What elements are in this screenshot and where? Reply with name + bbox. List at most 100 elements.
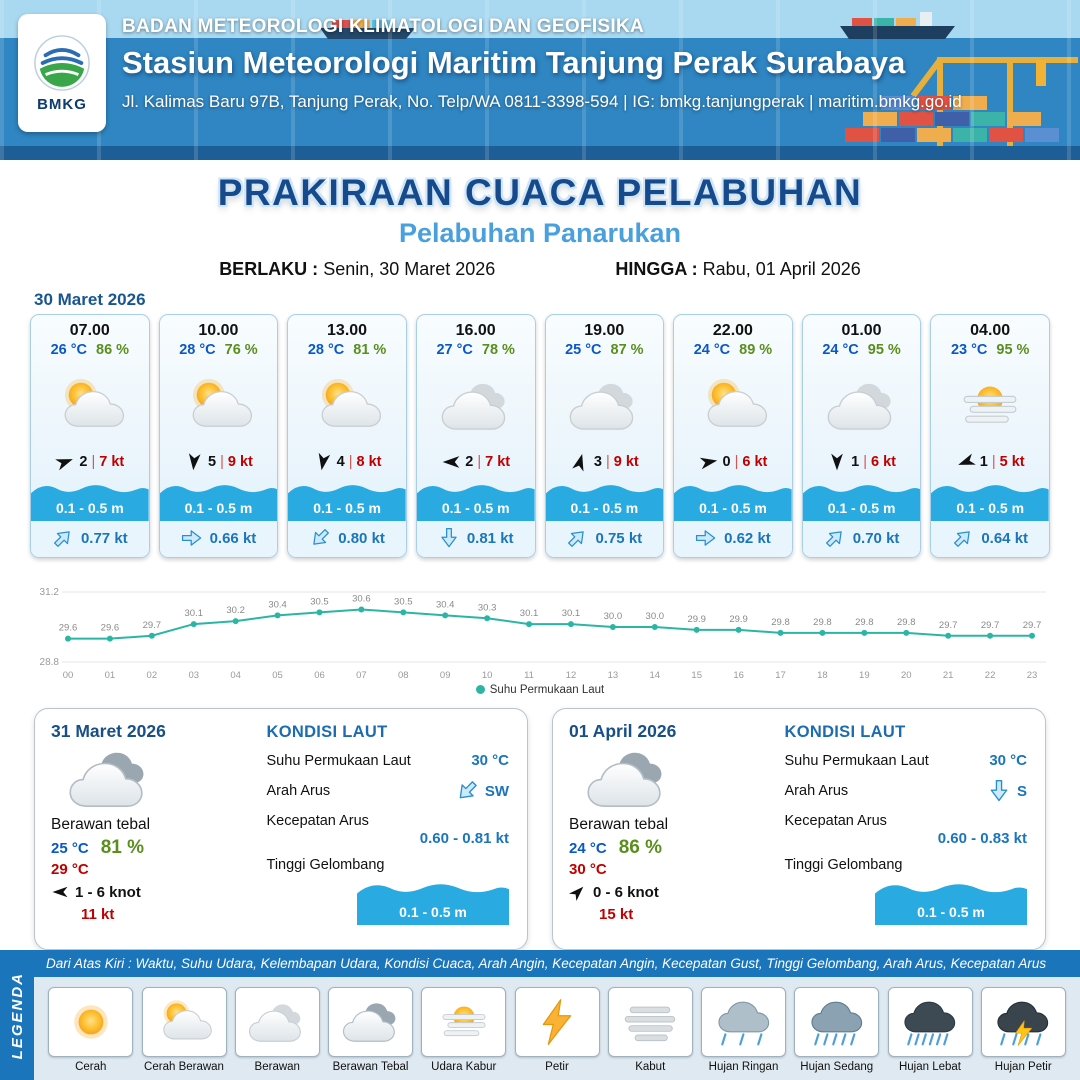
current-speed: 0.75 kt xyxy=(595,529,643,547)
wind-row: 0 | 6 kt xyxy=(699,452,767,477)
current-dir-label: Arah Arus xyxy=(784,783,849,799)
day-wind-row: 1 - 6 knot xyxy=(51,883,253,901)
svg-text:29.8: 29.8 xyxy=(813,617,832,628)
current-row: 0.70 kt xyxy=(802,521,921,557)
hour-temp: 24 °C xyxy=(822,342,859,358)
wave-height: 0.1 - 0.5 m xyxy=(184,500,253,516)
svg-text:29.9: 29.9 xyxy=(687,614,706,625)
current-row: 0.64 kt xyxy=(931,521,1049,557)
svg-text:30.1: 30.1 xyxy=(184,608,203,619)
legend-item-petir: Petir xyxy=(514,986,600,1073)
wind-row: 3 | 9 kt xyxy=(570,452,639,477)
svg-text:30.0: 30.0 xyxy=(604,611,623,622)
sst-chart: 31.2 28.8 29.6 00 29.6 01 29.7 02 30.1 03 30.2 04 30… xyxy=(30,568,1050,682)
wind-speed: 1 xyxy=(851,454,860,470)
weather-condition xyxy=(52,358,128,452)
svg-text:22: 22 xyxy=(985,670,996,681)
gantry-crane xyxy=(910,57,1078,160)
hour-humidity: 81 % xyxy=(353,342,387,358)
separator: | xyxy=(477,454,482,470)
current-direction-icon xyxy=(53,531,70,547)
svg-text:29.7: 29.7 xyxy=(143,620,162,631)
svg-text:29.9: 29.9 xyxy=(729,614,748,625)
hour-temp: 25 °C xyxy=(565,342,602,358)
cerah-icon xyxy=(74,1004,108,1039)
current-direction-icon xyxy=(954,531,971,547)
validity-row: BERLAKU : Senin, 30 Maret 2026 HINGGA : … xyxy=(0,259,1080,280)
current-speed: 0.81 kt xyxy=(466,529,514,547)
svg-text:30.6: 30.6 xyxy=(352,594,371,605)
current-row: 0.77 kt xyxy=(31,521,149,557)
svg-text:29.7: 29.7 xyxy=(1023,620,1042,631)
cargo-ship xyxy=(320,20,415,39)
legend-icon-box xyxy=(887,986,973,1057)
current-direction-icon xyxy=(990,780,1008,802)
day-wave-height: 0.1 - 0.5 m xyxy=(399,904,467,920)
wind-speed: 2 xyxy=(465,454,474,470)
legend-label: Kabut xyxy=(635,1060,666,1073)
berawan-icon xyxy=(827,383,891,430)
current-direction-icon xyxy=(181,530,201,546)
legend-label: Cerah Berawan xyxy=(144,1060,224,1073)
svg-text:30.0: 30.0 xyxy=(646,611,665,622)
day-wind-row: 0 - 6 knot xyxy=(569,883,771,901)
wave-height: 0.1 - 0.5 m xyxy=(956,500,1025,516)
svg-text:19: 19 xyxy=(859,670,870,681)
wind-gust: 9 kt xyxy=(227,454,253,470)
forecast-hour-card: 01.00 24 °C 95 % 1 | 6 kt 0.1 - 0.5 m 0.70 … xyxy=(801,314,922,558)
cargo-ship xyxy=(840,12,955,39)
sst-value: 30 °C xyxy=(471,752,509,769)
hour-time: 16.00 xyxy=(455,322,496,339)
valid-label: BERLAKU : xyxy=(219,259,319,279)
wind-gust: 7 kt xyxy=(485,454,511,470)
svg-text:28.8: 28.8 xyxy=(40,657,60,668)
hour-temp: 24 °C xyxy=(693,342,731,358)
hour-time: 10.00 xyxy=(198,322,239,339)
legend-label: Hujan Lebat xyxy=(898,1060,962,1073)
wave-height: 0.1 - 0.5 m xyxy=(699,500,767,516)
wind-direction-icon xyxy=(188,453,201,471)
station-address: Jl. Kalimas Baru 97B, Tanjung Perak, No.… xyxy=(122,92,962,111)
legend-icon-box xyxy=(141,986,227,1057)
chart-legend: Suhu Permukaan Laut xyxy=(30,684,1050,696)
weather-condition xyxy=(952,358,1028,452)
daily-forecast-card: 01 April 2026 Berawan tebal 24 °C 86 % 30… xyxy=(552,708,1046,950)
svg-text:29.8: 29.8 xyxy=(855,617,874,628)
day-condition: Berawan tebal xyxy=(569,816,669,833)
berawan-tebal-icon xyxy=(342,1002,395,1042)
svg-text:31.2: 31.2 xyxy=(40,587,60,598)
svg-text:30.1: 30.1 xyxy=(562,608,581,619)
svg-text:07: 07 xyxy=(356,670,367,681)
current-row: 0.62 kt xyxy=(674,521,792,557)
current-speed-label: Kecepatan Arus xyxy=(784,813,887,829)
wave-graphic xyxy=(31,485,149,521)
day-wind-gust: 15 kt xyxy=(599,906,634,923)
wind-direction-icon xyxy=(52,886,68,898)
wave-graphic xyxy=(802,485,921,521)
separator: | xyxy=(220,454,224,470)
hour-humidity: 76 % xyxy=(224,342,258,358)
container-stacks xyxy=(845,96,1059,142)
wind-speed: 0 xyxy=(722,454,731,470)
svg-text:13: 13 xyxy=(608,670,619,681)
svg-text:00: 00 xyxy=(63,670,74,681)
wind-speed: 4 xyxy=(336,454,345,470)
svg-text:30.4: 30.4 xyxy=(436,599,455,610)
org-name: BADAN METEOROLOGI KLIMATOLOGI DAN GEOFIS… xyxy=(122,16,645,37)
current-direction-icon xyxy=(568,531,585,547)
day-temp-min: 25 °C xyxy=(51,840,89,857)
hour-temp: 28 °C xyxy=(179,342,216,358)
legend-icon-box xyxy=(607,986,693,1057)
current-speed: 0.70 kt xyxy=(852,529,900,547)
legend-icon-box xyxy=(701,986,786,1057)
daily-forecast-card: 31 Maret 2026 Berawan tebal 25 °C 81 % 29… xyxy=(34,708,528,950)
legend-icon-box xyxy=(980,986,1066,1057)
hujan-sedang-icon xyxy=(811,1001,862,1045)
separator: | xyxy=(863,454,867,470)
legend-item-hujan-lebat: Hujan Lebat xyxy=(887,986,973,1073)
forecast-hour-card: 19.00 25 °C 87 % 3 | 9 kt 0.1 - 0.5 m 0.75 … xyxy=(544,314,665,558)
legend-item-udara-kabur: Udara Kabur xyxy=(421,986,507,1073)
hujan-lebat-icon xyxy=(904,1001,956,1045)
day-wind-speed: 0 - 6 knot xyxy=(593,883,659,901)
svg-text:12: 12 xyxy=(566,670,577,681)
